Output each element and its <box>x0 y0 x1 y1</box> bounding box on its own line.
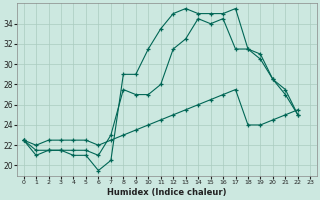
X-axis label: Humidex (Indice chaleur): Humidex (Indice chaleur) <box>107 188 227 197</box>
